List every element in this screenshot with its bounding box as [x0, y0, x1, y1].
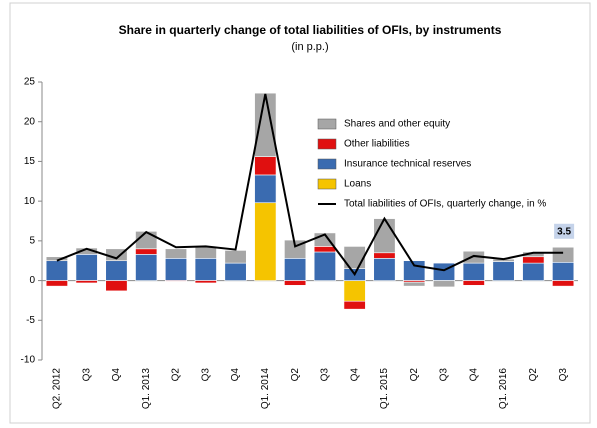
legend-label: Insurance technical reserves: [344, 159, 471, 170]
bar-segment: [254, 92, 277, 157]
bar-segment: [254, 174, 277, 204]
x-tick-label: Q4: [230, 368, 241, 382]
bar-segment: [224, 250, 247, 264]
bar-segment: [552, 262, 575, 281]
frame: [9, 2, 591, 424]
x-tick-label: Q3: [200, 368, 211, 382]
x-tick-label: Q2. 2012: [52, 368, 63, 410]
value-label: 3.5: [557, 226, 571, 237]
bar-segment: [135, 248, 158, 255]
bar-segment: [284, 258, 307, 281]
x-tick-label: Q4: [111, 368, 122, 382]
bar-segment: [313, 251, 336, 281]
y-tick-label: -10: [21, 355, 36, 366]
legend-label: Shares and other equity: [344, 119, 450, 130]
bar-segment: [313, 246, 336, 253]
legend-label: Loans: [344, 179, 371, 190]
bar-segment: [105, 260, 128, 281]
y-tick-label: 5: [29, 235, 35, 246]
x-tick-label: Q1. 2014: [260, 368, 271, 410]
legend-label: Other liabilities: [344, 139, 410, 150]
bar-segment: [373, 252, 396, 259]
bar-segment: [254, 156, 277, 176]
x-tick-label: Q4: [468, 368, 479, 382]
x-tick-label: Q3: [320, 368, 331, 382]
y-tick-label: -5: [26, 315, 35, 326]
bar-segment: [373, 258, 396, 281]
bar-segment: [462, 262, 485, 281]
bar-segment: [45, 280, 68, 287]
x-tick-label: Q2: [171, 368, 182, 382]
x-tick-label: Q1. 2015: [379, 368, 390, 410]
y-tick-label: 10: [24, 196, 36, 207]
y-tick-label: 20: [24, 116, 36, 127]
x-tick-label: Q4: [349, 368, 360, 382]
chart-subtitle: (in p.p.): [291, 41, 328, 53]
x-tick-label: Q3: [439, 368, 450, 382]
bar-segment: [432, 280, 456, 288]
x-tick-label: Q1. 2016: [498, 368, 509, 410]
y-tick-label: 0: [29, 275, 35, 286]
bar-segment: [164, 280, 188, 282]
bar-segment: [403, 281, 426, 287]
bar-segment: [284, 280, 307, 286]
x-tick-label: Q2: [409, 368, 420, 382]
bar-segment: [492, 261, 515, 281]
x-tick-label: Q3: [81, 368, 92, 382]
x-tick-label: Q2: [290, 368, 301, 382]
bar-segment: [135, 254, 158, 281]
line-series: [56, 93, 564, 277]
bar-segment: [194, 258, 217, 281]
legend-label: Total liabilities of OFIs, quarterly cha…: [344, 199, 546, 210]
bar-segment: [552, 246, 575, 263]
bar-segment: [552, 280, 575, 287]
bar-segment: [373, 218, 396, 254]
bar-segment: [135, 231, 158, 250]
y-tick-label: 25: [24, 77, 36, 88]
legend-swatch: [317, 138, 337, 150]
bar-segment: [522, 256, 545, 264]
bar-segment: [75, 280, 98, 284]
chart-title: Share in quarterly change of total liabi…: [119, 23, 502, 37]
legend-swatch: [317, 158, 337, 170]
bar-segment: [105, 280, 128, 292]
bar-segment: [254, 202, 277, 281]
bar-segment: [164, 258, 188, 281]
bar-segment: [522, 262, 545, 281]
x-tick-label: Q2: [528, 368, 539, 382]
bar-segment: [45, 260, 68, 281]
value-label-bg: [554, 223, 575, 239]
bar-segment: [462, 280, 485, 286]
bar-segment: [164, 248, 188, 259]
x-tick-label: Q1. 2013: [141, 368, 152, 410]
bar-segment: [343, 280, 366, 302]
bar-segment: [224, 262, 247, 281]
y-tick-label: 15: [24, 156, 36, 167]
bar-segment: [343, 300, 366, 310]
bar-segment: [75, 254, 98, 281]
legend-swatch: [317, 178, 337, 190]
legend-swatch: [317, 118, 337, 130]
x-tick-label: Q3: [558, 368, 569, 382]
bar-segment: [194, 280, 217, 284]
